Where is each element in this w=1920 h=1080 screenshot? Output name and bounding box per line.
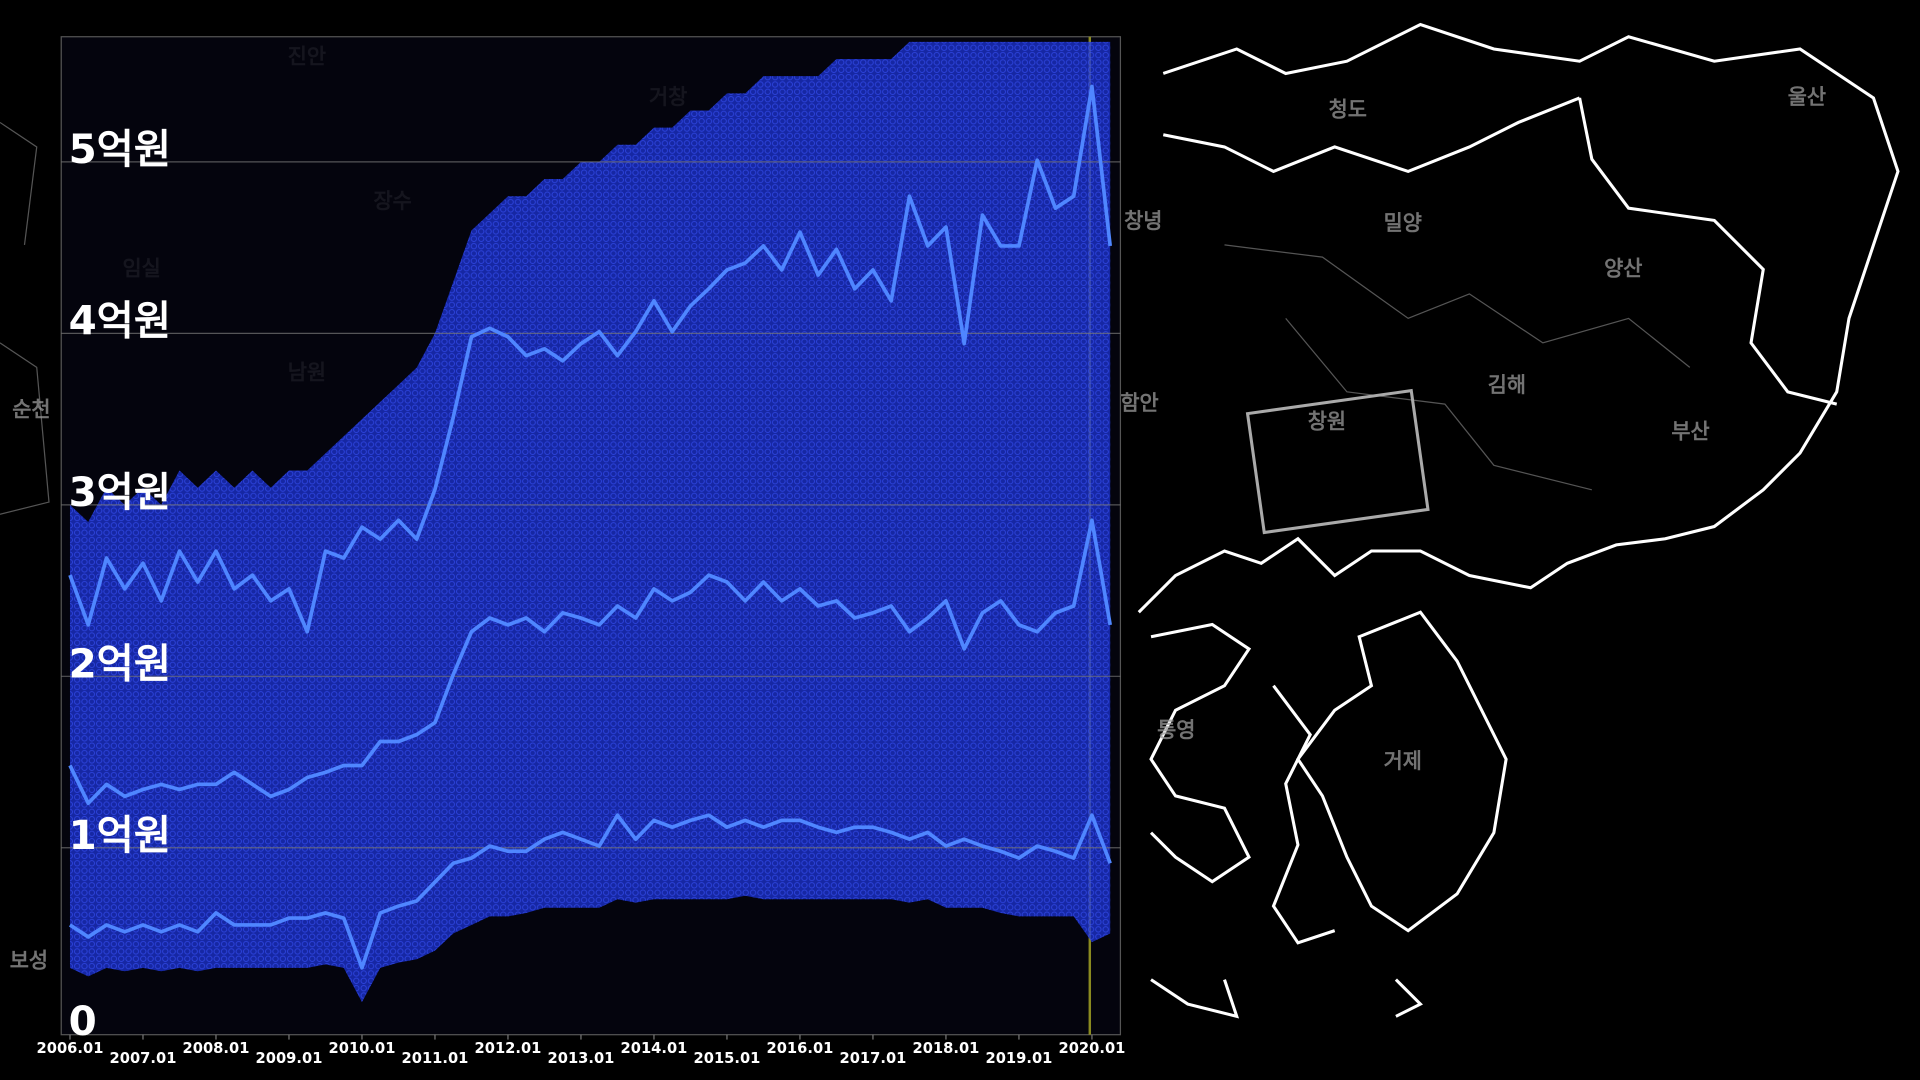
map-label: 통영 — [1157, 718, 1195, 742]
x-tick-label: 2007.01 — [110, 1050, 177, 1067]
x-tick-label: 2010.01 — [329, 1040, 396, 1057]
map-label: 순천 — [12, 397, 50, 421]
series-line — [68, 813, 1112, 970]
map-label: 거제 — [1384, 749, 1422, 773]
map-label: 청도 — [1329, 97, 1367, 121]
x-tick-label: 2020.01 — [1058, 1040, 1125, 1057]
map-label: 부산 — [1671, 419, 1709, 443]
x-tick-label: 2012.01 — [475, 1040, 542, 1057]
x-tick-label: 2011.01 — [402, 1050, 469, 1067]
map-label: 김해 — [1488, 373, 1526, 397]
map-outline — [1137, 22, 1900, 1019]
series-line — [68, 518, 1112, 806]
x-tick-label: 2018.01 — [912, 1040, 979, 1057]
plot: 0 1억원 2억원 3억원 4억원 5억원 2006.01 2007.01 2008.01 200… — [37, 41, 1125, 1067]
y-tick-label: 1억원 — [69, 811, 171, 859]
map-label: 창원 — [1308, 410, 1346, 434]
map-districts — [0, 121, 1691, 515]
x-tick-label: 2019.01 — [985, 1050, 1052, 1067]
map-label: 밀양 — [1384, 211, 1422, 235]
y-tick-label: 2억원 — [69, 640, 171, 688]
x-tick-label: 2008.01 — [183, 1040, 250, 1057]
x-tick-label: 2014.01 — [621, 1040, 688, 1057]
x-tick-label: 2015.01 — [694, 1050, 761, 1067]
map-label: 양산 — [1604, 257, 1642, 281]
y-tick-label: 5억원 — [69, 125, 171, 173]
highlight-box — [1245, 388, 1430, 535]
x-tick-label: 2013.01 — [548, 1050, 615, 1067]
map-label: 울산 — [1788, 85, 1826, 109]
y-tick-label: 4억원 — [69, 297, 171, 345]
y-tick-label: 0 — [69, 997, 97, 1045]
map-label: 함안 — [1120, 391, 1158, 415]
y-tick-label: 3억원 — [69, 468, 171, 516]
map-label: 창녕 — [1124, 209, 1162, 233]
x-tick-label: 2009.01 — [256, 1050, 323, 1067]
x-tick-label: 2006.01 — [37, 1040, 104, 1057]
map-label: 보성 — [10, 948, 48, 972]
x-tick-label: 2017.01 — [839, 1050, 906, 1067]
x-tick-label: 2016.01 — [766, 1040, 833, 1057]
series-line — [68, 84, 1113, 634]
